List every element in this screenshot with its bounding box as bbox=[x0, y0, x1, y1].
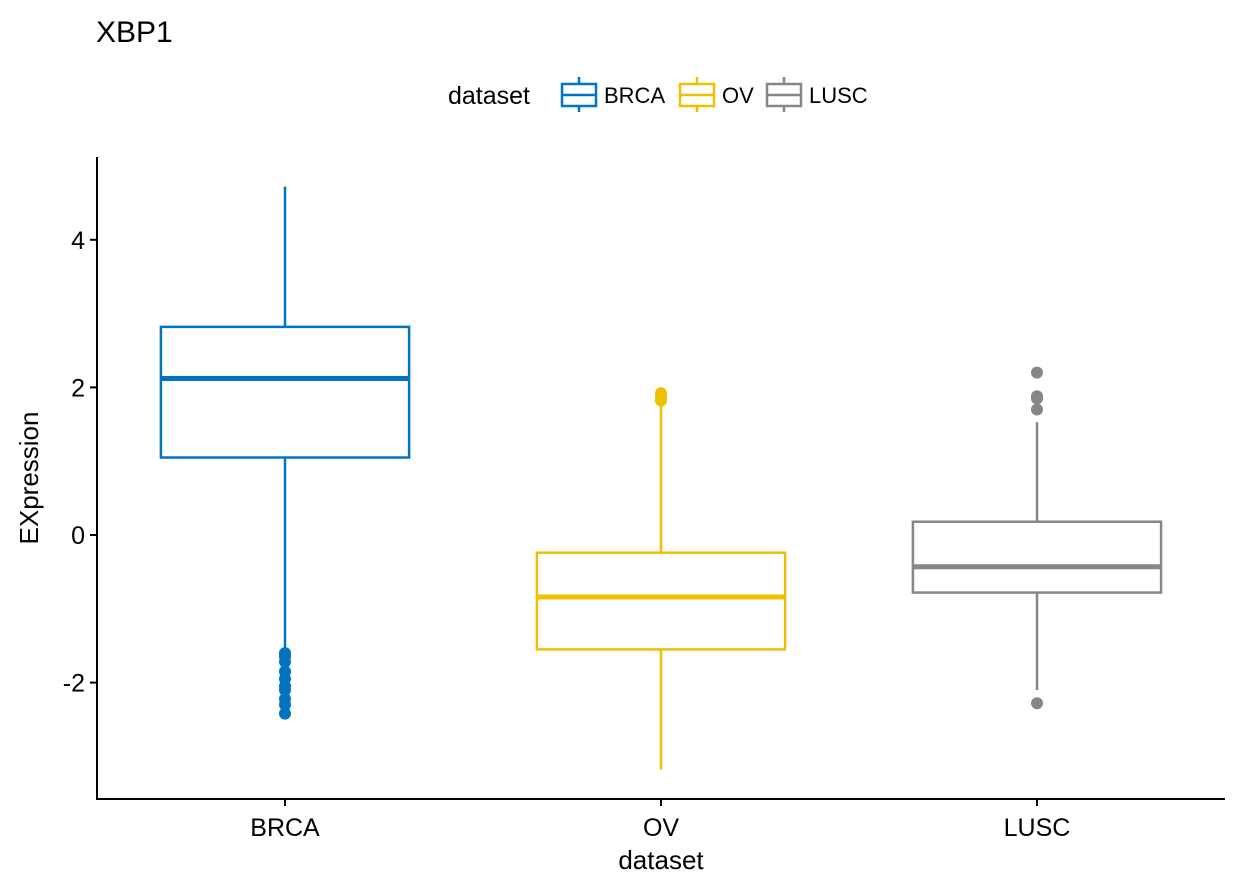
x-tick-label: OV bbox=[643, 814, 679, 842]
legend-title: dataset bbox=[448, 82, 530, 110]
outlier-point bbox=[279, 655, 291, 668]
box-rect bbox=[535, 551, 787, 651]
y-tick-label: 0 bbox=[71, 522, 85, 550]
y-tick-label: -2 bbox=[63, 670, 85, 698]
legend-entry-brca: BRCA bbox=[560, 77, 665, 112]
legend-label: OV bbox=[722, 83, 754, 108]
legend-entry-ov: OV bbox=[678, 77, 754, 112]
y-tick-label: 4 bbox=[71, 227, 85, 255]
legend: dataset BRCA OV LUSC bbox=[448, 77, 868, 112]
y-tick-label: 2 bbox=[71, 374, 85, 402]
x-ticks: BRCA OV LUSC bbox=[250, 799, 1070, 842]
outlier-point bbox=[1031, 697, 1043, 710]
box-brca bbox=[159, 186, 411, 720]
y-ticks: -2 0 2 4 bbox=[63, 227, 97, 698]
x-tick-label: BRCA bbox=[250, 814, 320, 842]
box-lusc bbox=[911, 366, 1163, 710]
x-tick-label: LUSC bbox=[1004, 814, 1071, 842]
outlier-point bbox=[1031, 403, 1043, 416]
x-axis-title: dataset bbox=[618, 845, 704, 875]
box-rect bbox=[159, 325, 411, 459]
outlier-point bbox=[279, 683, 291, 696]
outlier-point bbox=[1031, 366, 1043, 379]
legend-entry-lusc: LUSC bbox=[765, 77, 868, 112]
box-rect bbox=[911, 520, 1163, 594]
outlier-point bbox=[1031, 390, 1043, 403]
box-ov bbox=[535, 387, 787, 770]
y-axis-title: EXpression bbox=[14, 412, 44, 545]
legend-label: LUSC bbox=[809, 83, 868, 108]
outlier-point bbox=[279, 707, 291, 720]
legend-label: BRCA bbox=[604, 83, 665, 108]
outlier-point bbox=[655, 387, 667, 400]
outlier-point bbox=[279, 698, 291, 711]
chart-title: XBP1 bbox=[96, 16, 173, 49]
boxes bbox=[159, 186, 1163, 770]
